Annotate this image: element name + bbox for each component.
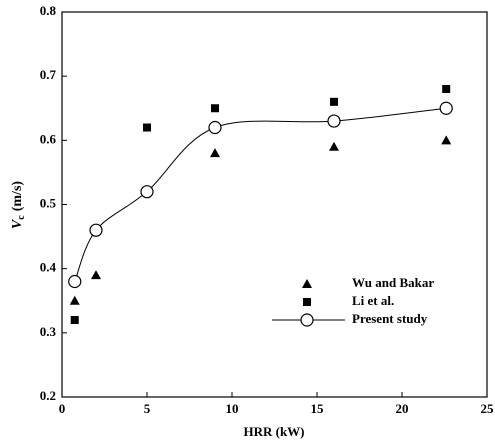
square-marker [143, 123, 151, 132]
legend-label: Present study [352, 311, 428, 326]
circle-marker [327, 114, 341, 128]
legend-label: Li et al. [352, 293, 394, 308]
y-tick-label: 0.7 [40, 67, 57, 82]
y-label-subscript: c [16, 215, 27, 220]
y-tick-label: 0.5 [40, 195, 57, 210]
plot-frame [61, 11, 488, 398]
x-axis-label: HRR (kW) [243, 424, 304, 439]
circle-marker [208, 120, 222, 135]
x-tick-label: 10 [226, 401, 239, 416]
triangle-marker [91, 270, 101, 280]
square-marker [330, 97, 338, 106]
y-axis-label: Vc (m/s) [10, 181, 27, 229]
y-tick-label: 0.3 [40, 324, 57, 339]
x-tick-label: 0 [59, 401, 66, 416]
square-marker [211, 104, 219, 113]
y-tick-label: 0.2 [40, 388, 56, 403]
fit-line [74, 107, 447, 282]
y-label-symbol: V [10, 218, 25, 229]
x-tick-label: 25 [481, 401, 495, 416]
square-marker [70, 316, 79, 324]
y-tick-label: 0.8 [40, 3, 57, 18]
square-marker [442, 85, 451, 93]
circle-marker [140, 185, 154, 199]
x-tick-label: 20 [396, 401, 409, 416]
triangle-marker [210, 148, 220, 158]
x-tick-label: 15 [311, 401, 325, 416]
circle-marker [89, 223, 103, 237]
circle-marker [68, 274, 82, 289]
y-label-unit: (m/s) [10, 181, 25, 212]
triangle-marker [329, 141, 339, 151]
legend-marker [303, 298, 311, 306]
x-tick-label: 5 [144, 401, 151, 416]
legend-marker [300, 313, 314, 327]
y-tick-label: 0.4 [40, 260, 57, 275]
triangle-marker [69, 295, 80, 305]
circle-marker [439, 101, 453, 115]
legend-marker [302, 279, 312, 288]
triangle-marker [441, 135, 452, 145]
y-tick-label: 0.6 [40, 131, 57, 146]
legend-label: Wu and Bakar [352, 275, 434, 290]
